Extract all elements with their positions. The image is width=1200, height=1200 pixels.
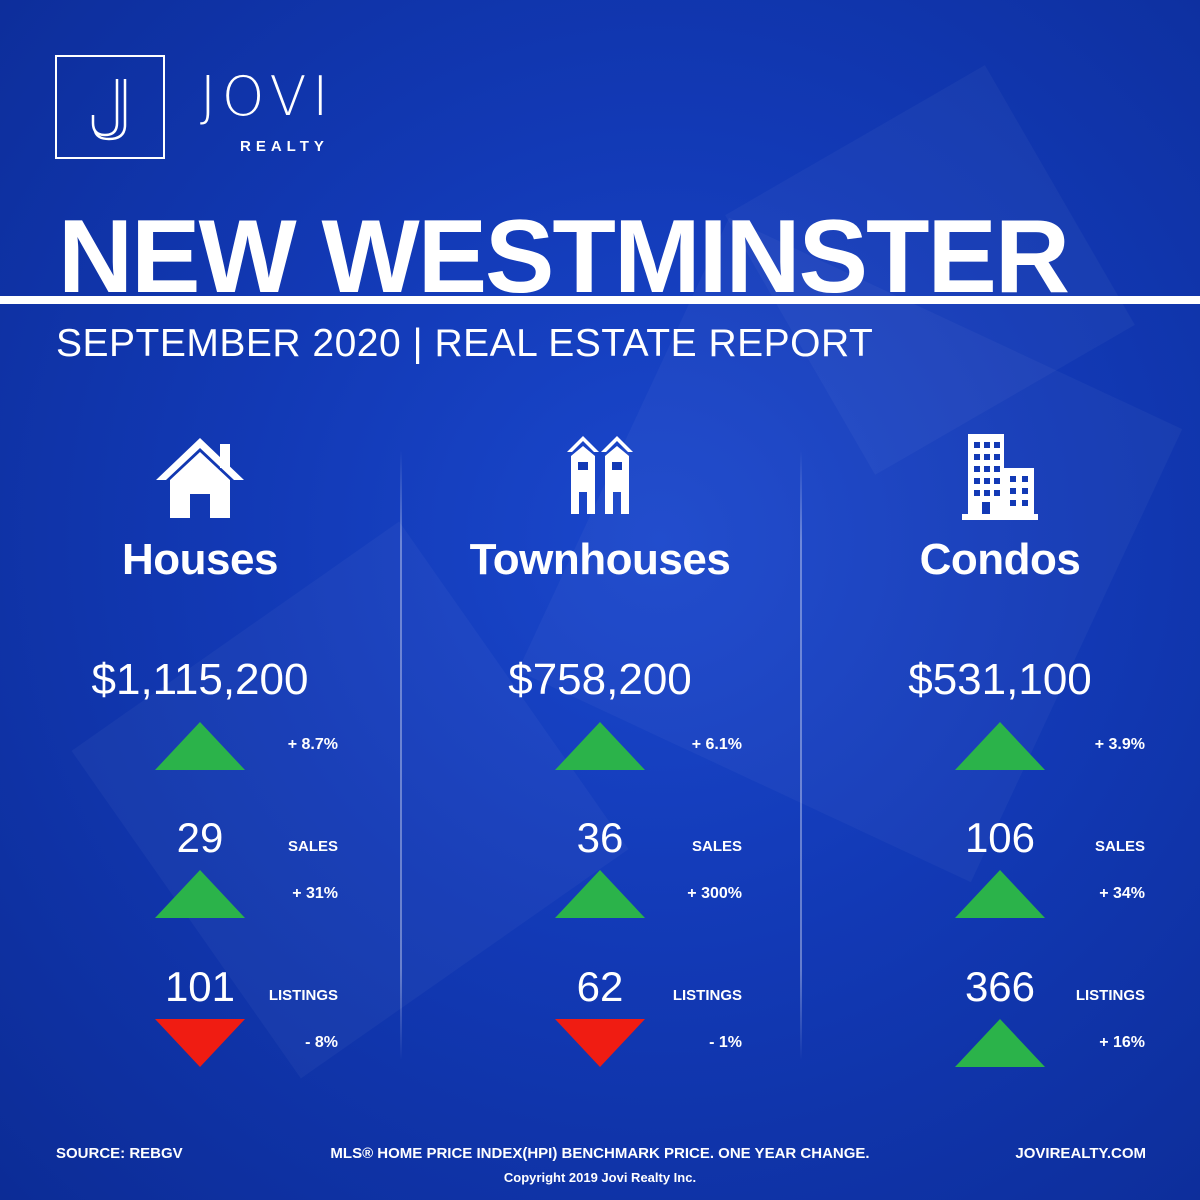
sales-up-arrow-icon <box>955 870 1045 918</box>
benchmark-price: $1,115,200 <box>91 655 309 704</box>
price-up-arrow-icon <box>955 722 1045 770</box>
condo-building-icon <box>962 434 1038 520</box>
listings-down-arrow-icon <box>155 1019 245 1067</box>
listings-change: - 8% <box>305 1034 338 1051</box>
listings-change: - 1% <box>709 1034 742 1051</box>
sales-count: 29 <box>176 814 224 861</box>
sales-change: + 31% <box>292 885 338 902</box>
benchmark-price: $758,200 <box>508 655 692 704</box>
condos-column: Condos $531,100 + 3.9% 106 SALES + 34% 3… <box>800 430 1200 1080</box>
listings-label: LISTINGS <box>268 987 338 1004</box>
sales-label: SALES <box>1094 838 1145 855</box>
listings-label: LISTINGS <box>672 987 742 1004</box>
title-underline <box>0 296 1200 304</box>
house-icon-wrap <box>0 434 400 524</box>
brand-subtitle: REALTY <box>240 138 329 155</box>
house-icon <box>156 438 244 518</box>
category-title: Condos <box>919 535 1081 584</box>
category-title: Houses <box>122 535 278 584</box>
listings-count: 366 <box>964 963 1036 1010</box>
sales-change: + 300% <box>687 885 742 902</box>
listings-label: LISTINGS <box>1075 987 1145 1004</box>
listings-down-arrow-icon <box>555 1019 645 1067</box>
price-change: + 3.9% <box>1094 736 1145 753</box>
price-up-arrow-icon <box>555 722 645 770</box>
price-change: + 8.7% <box>287 736 338 753</box>
listings-count: 62 <box>576 963 624 1010</box>
brand-name: JOVI <box>200 65 335 128</box>
column-divider <box>800 450 802 1060</box>
sales-count: 36 <box>576 814 624 861</box>
jovi-logo-mark <box>55 55 165 159</box>
copyright-note: Copyright 2019 Jovi Realty Inc. <box>503 1170 697 1185</box>
sales-up-arrow-icon <box>155 870 245 918</box>
sales-count: 106 <box>964 814 1036 861</box>
source-note: SOURCE: REBGV <box>56 1145 183 1162</box>
benchmark-price: $531,100 <box>908 655 1092 704</box>
website-link[interactable]: JOVIREALTY.COM <box>1015 1145 1146 1162</box>
price-change: + 6.1% <box>691 736 742 753</box>
houses-column: Houses $1,115,200 + 8.7% 29 SALES + 31% … <box>0 430 400 1080</box>
city-title: NEW WESTMINSTER <box>58 199 1070 315</box>
condo-icon-wrap <box>800 434 1200 524</box>
j-monogram-icon <box>91 79 127 141</box>
sales-change: + 34% <box>1099 885 1145 902</box>
sales-label: SALES <box>287 838 338 855</box>
methodology-note: MLS® HOME PRICE INDEX(HPI) BENCHMARK PRI… <box>330 1145 870 1162</box>
column-divider <box>400 450 402 1060</box>
townhouses-column: Townhouses $758,200 + 6.1% 36 SALES + 30… <box>400 430 800 1080</box>
sales-label: SALES <box>691 838 742 855</box>
sales-up-arrow-icon <box>555 870 645 918</box>
price-up-arrow-icon <box>155 722 245 770</box>
category-title: Townhouses <box>469 535 731 584</box>
report-subtitle: SEPTEMBER 2020 | REAL ESTATE REPORT <box>56 322 874 365</box>
listings-count: 101 <box>164 963 236 1010</box>
listings-up-arrow-icon <box>955 1019 1045 1067</box>
listings-change: + 16% <box>1099 1034 1145 1051</box>
townhouse-icon <box>567 436 633 514</box>
townhouse-icon-wrap <box>400 434 800 524</box>
